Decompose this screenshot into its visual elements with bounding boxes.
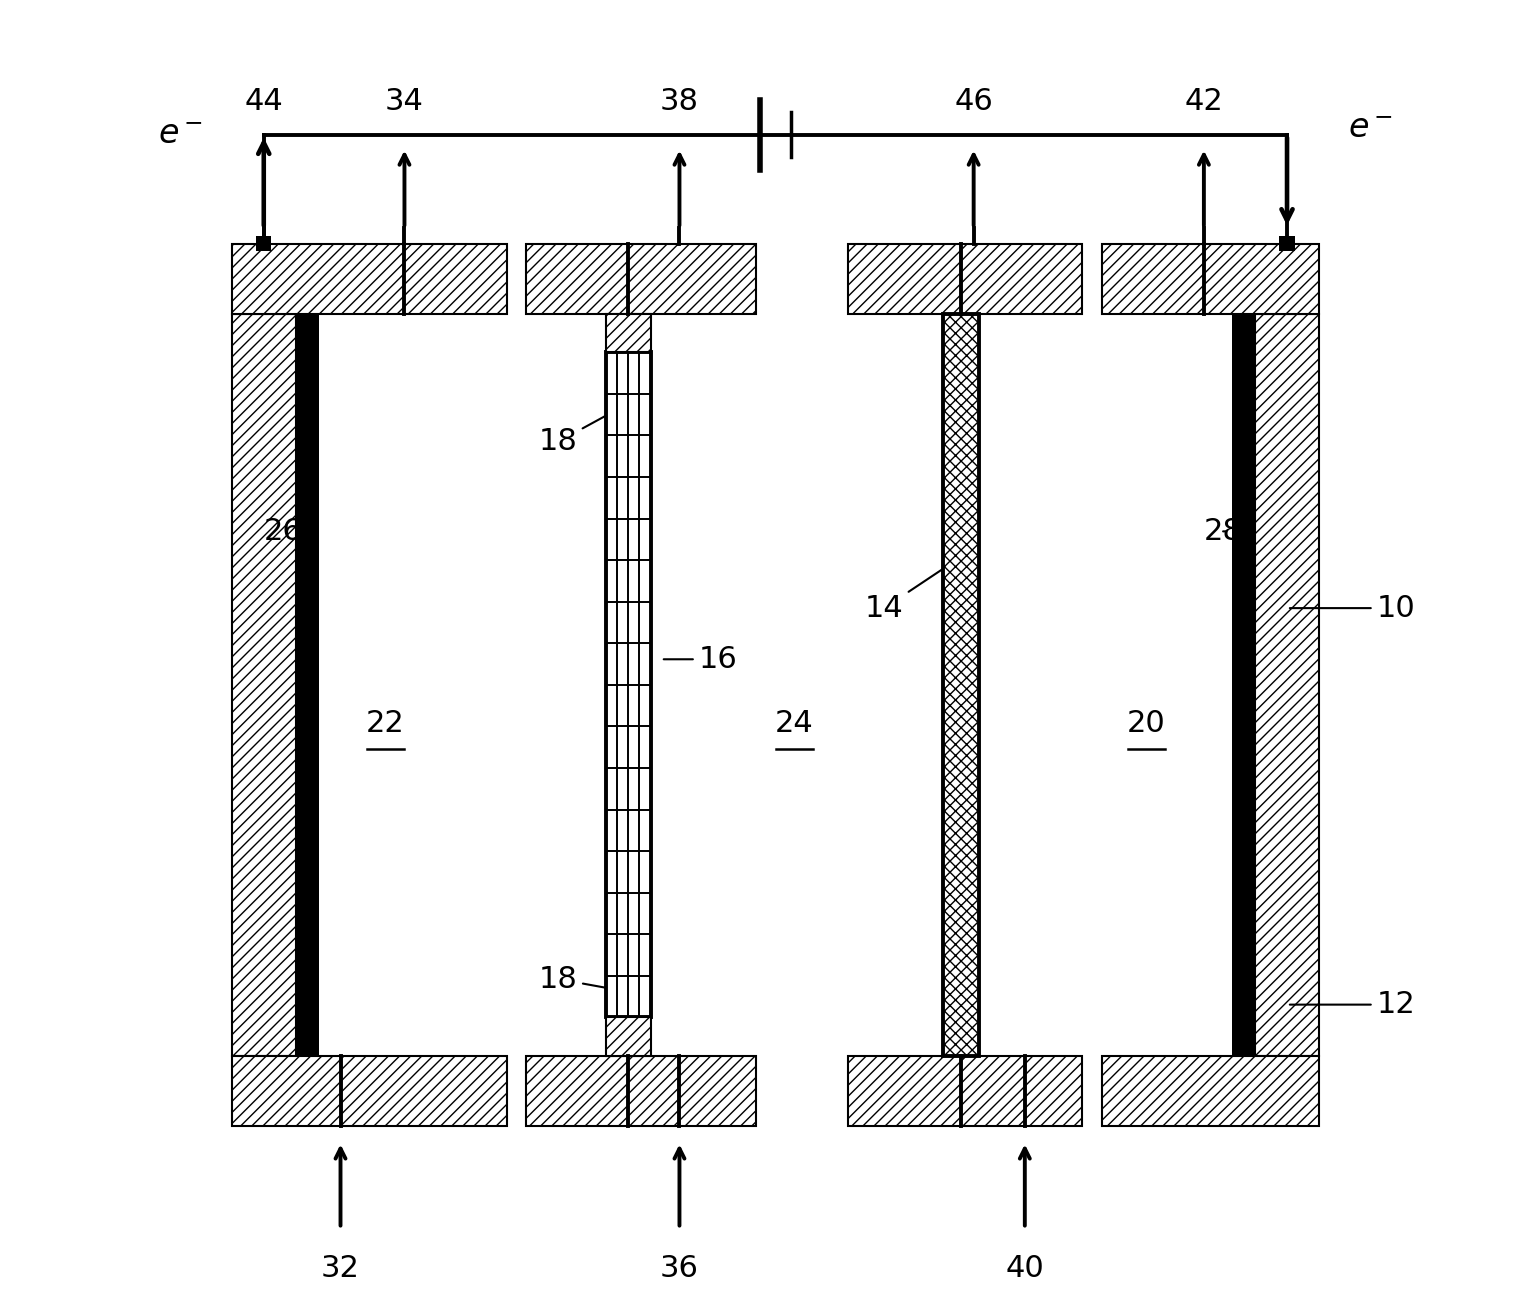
Bar: [849, 244, 1083, 314]
Bar: [606, 314, 651, 353]
Text: 42: 42: [1184, 87, 1223, 115]
Text: 24: 24: [775, 708, 814, 738]
Bar: [943, 314, 978, 1056]
Text: 16: 16: [664, 645, 737, 673]
Bar: [257, 236, 271, 252]
Bar: [232, 314, 295, 1056]
Bar: [232, 244, 508, 314]
Bar: [232, 1056, 508, 1126]
Text: 44: 44: [245, 87, 283, 115]
Text: 18: 18: [538, 965, 626, 994]
Bar: [1255, 314, 1320, 1056]
Bar: [849, 1056, 1083, 1126]
Bar: [295, 314, 318, 1056]
Text: 26: 26: [263, 518, 306, 546]
Text: 10: 10: [1290, 594, 1415, 623]
Bar: [1101, 1056, 1320, 1126]
Text: 28: 28: [1204, 518, 1243, 546]
Text: 38: 38: [660, 87, 698, 115]
Text: 12: 12: [1290, 990, 1415, 1019]
Text: 36: 36: [660, 1254, 698, 1283]
Bar: [606, 1017, 651, 1056]
Bar: [526, 244, 757, 314]
Text: 34: 34: [384, 87, 424, 115]
Text: 18: 18: [538, 405, 626, 457]
Bar: [1232, 314, 1255, 1056]
Text: 14: 14: [864, 559, 958, 623]
Text: 20: 20: [1127, 708, 1166, 738]
Bar: [1280, 236, 1295, 252]
Text: 40: 40: [1006, 1254, 1044, 1283]
Text: e$^-$: e$^-$: [1347, 112, 1392, 145]
Text: 32: 32: [321, 1254, 360, 1283]
Text: 46: 46: [954, 87, 994, 115]
Text: e$^-$: e$^-$: [158, 118, 203, 152]
Bar: [526, 1056, 757, 1126]
Text: 22: 22: [366, 708, 404, 738]
Bar: [606, 353, 651, 1017]
Bar: [1101, 244, 1320, 314]
